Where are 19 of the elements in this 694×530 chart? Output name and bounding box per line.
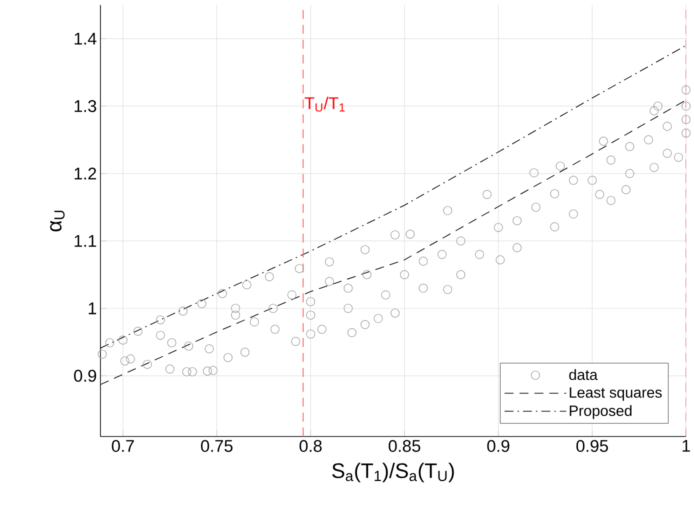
legend-label: Least squares xyxy=(570,387,662,401)
y-tick-label: 0.9 xyxy=(74,370,96,382)
x-tick-label: 0.85 xyxy=(388,440,420,452)
x-tick-label: 1 xyxy=(682,440,690,452)
y-axis-title: α$_{U}$ xyxy=(50,210,65,232)
x-tick-label: 0.9 xyxy=(487,440,510,452)
legend-label: data xyxy=(569,369,598,380)
x-tick-label: 0.7 xyxy=(112,440,134,452)
x-tick-label: 0.8 xyxy=(300,440,322,452)
x-tick-label: 0.75 xyxy=(201,440,233,452)
y-tick-label: 1.3 xyxy=(74,100,96,112)
x-tick-label: 0.95 xyxy=(576,440,608,452)
ref-line-label: T$_{U}$/T$_{1}$ xyxy=(304,96,345,112)
y-tick-label: 1 xyxy=(88,302,96,314)
legend-label: Proposed xyxy=(570,405,632,419)
y-tick-label: 1.2 xyxy=(74,168,96,180)
y-tick-label: 1.1 xyxy=(74,235,96,247)
text: S$_{a}$(T$_{1}$)/S$_{a}$(T$_{U}$) xyxy=(332,462,454,482)
y-tick-label: 1.4 xyxy=(74,32,96,45)
